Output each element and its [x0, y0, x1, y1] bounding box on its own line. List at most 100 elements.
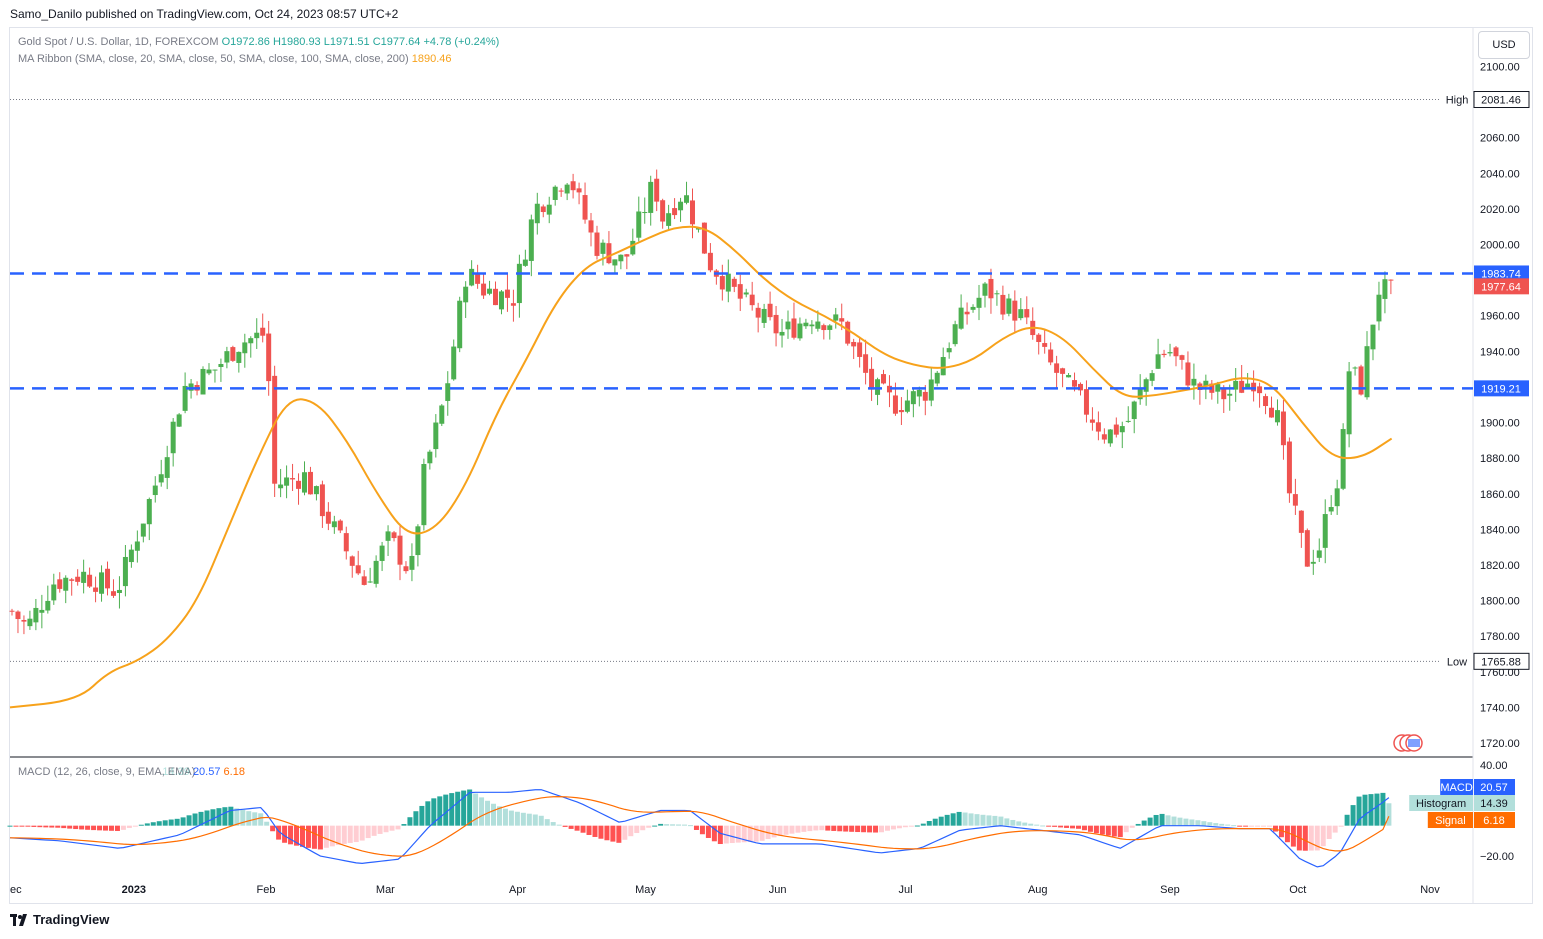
macd-histogram-bar [1010, 819, 1016, 826]
macd-histogram-bar [210, 809, 216, 826]
time-tick-label: ec [10, 884, 22, 896]
candle-body [701, 222, 707, 254]
macd-histogram-bar [532, 814, 538, 826]
candle-body [1269, 407, 1275, 418]
candle-body [719, 276, 725, 290]
candle-body [1358, 366, 1364, 395]
candle-body [1018, 309, 1024, 319]
candle-body [200, 368, 206, 395]
candle-body [1131, 401, 1137, 420]
macd-histogram-bar [556, 824, 562, 826]
ma-title[interactable]: MA Ribbon (SMA, close, 20, SMA, close, 5… [18, 53, 409, 65]
macd-histogram-bar [1117, 825, 1123, 838]
macd-tags: MACD 20.57 Histogram 14.39 Signal 6.18 [1409, 779, 1515, 828]
candle-body [1167, 352, 1173, 354]
candle-body [331, 521, 337, 528]
price-tick-label: 1740.00 [1480, 702, 1520, 714]
macd-histogram-bar [294, 825, 300, 846]
macd-histogram-bar [1380, 792, 1386, 826]
candle-body [707, 252, 713, 271]
macd-histogram-bar [365, 825, 371, 839]
candle-body [110, 591, 116, 596]
macd-histogram-bar [855, 825, 861, 833]
macd-histogram-bar [1237, 825, 1243, 827]
events-flag-icon[interactable] [1393, 734, 1423, 752]
macd-title[interactable]: MACD (12, 26, close, 9, EMA, EMA) [18, 766, 196, 778]
candle-body [1054, 363, 1060, 373]
tradingview-brand[interactable]: TradingView [10, 912, 109, 927]
macd-histogram-bar [216, 808, 222, 826]
macd-histogram-bar [108, 825, 114, 831]
symbol-title[interactable]: Gold Spot / U.S. Dollar, 1D, FOREXCOM [18, 36, 219, 48]
ma-ribbon-line [9, 225, 1393, 709]
currency-button[interactable]: USD [1478, 31, 1530, 59]
candle-body [916, 389, 922, 397]
macd-histogram-bar [383, 825, 389, 833]
candle-body [982, 283, 988, 296]
candle-body [182, 385, 188, 411]
candle-body [1191, 378, 1197, 386]
candle-body [827, 325, 833, 330]
candle-body [1352, 367, 1358, 369]
macd-histogram-bar [1028, 823, 1034, 826]
macd-histogram-bar [491, 803, 497, 826]
macd-histogram-bar [1004, 818, 1010, 826]
candle-body [146, 499, 152, 525]
candle-body [869, 368, 875, 390]
macd-histogram-bar [1159, 813, 1165, 826]
candle-body [886, 385, 892, 393]
candle-body [851, 341, 857, 347]
macd-histogram-bar [449, 793, 455, 826]
macd-histogram-bar [580, 825, 586, 833]
candle-body [463, 286, 469, 303]
macd-histogram-bar [126, 825, 132, 828]
macd-histogram-bar [807, 825, 813, 832]
macd-histogram-bar [467, 789, 473, 826]
candle-body [1263, 396, 1269, 407]
macd-histogram-bar [1314, 825, 1320, 851]
time-tick-label: Apr [509, 884, 526, 896]
candle-body [928, 379, 934, 401]
macd-histogram-bar [1129, 825, 1135, 828]
low-label: Low [1447, 656, 1467, 668]
candle-body [1006, 298, 1012, 314]
candle-body [1328, 507, 1334, 512]
macd-histogram-bar [646, 825, 652, 828]
high-value-bg [1473, 91, 1530, 109]
macd-histogram-bar [813, 825, 819, 831]
price-axis: 2100.00 2060.00 2040.00 2020.00 2000.00 1960.… [1480, 62, 1520, 751]
macd-histogram-bar [1332, 825, 1338, 833]
candle-body [33, 607, 39, 623]
macd-histogram-bar [192, 813, 198, 826]
macd-histogram-bar [837, 825, 843, 832]
candle-body [296, 480, 302, 489]
macd-histogram-bar [317, 825, 323, 850]
candle-body [409, 555, 415, 570]
candle-body [857, 342, 863, 357]
macd-histogram-bar [610, 825, 616, 842]
macd-histogram-bar [735, 825, 741, 843]
macd-tag-label: Signal [1435, 815, 1466, 827]
candle-body [1280, 411, 1286, 446]
time-tick-label: Jul [899, 884, 913, 896]
candle-body [218, 364, 224, 368]
candle-body [27, 618, 33, 627]
candle-body [1376, 294, 1382, 322]
candle-body [403, 566, 409, 572]
candle-body [588, 220, 594, 233]
macd-histogram-bar [1147, 817, 1153, 826]
macd-histogram-bar [431, 798, 437, 826]
macd-histogram-bar [771, 825, 777, 838]
candle-body [684, 195, 690, 203]
macd-histogram-bar [150, 822, 156, 826]
candle-body [87, 574, 93, 587]
macd-histogram-bar [586, 825, 592, 835]
macd-histogram-bar [1213, 823, 1219, 826]
macd-histogram-bar [299, 825, 305, 847]
macd-histogram-bar [1046, 825, 1052, 827]
candle-body [755, 307, 761, 318]
macd-histogram-bar [1105, 825, 1111, 836]
candle-body [99, 572, 105, 594]
macd-histogram-bar [85, 825, 91, 830]
